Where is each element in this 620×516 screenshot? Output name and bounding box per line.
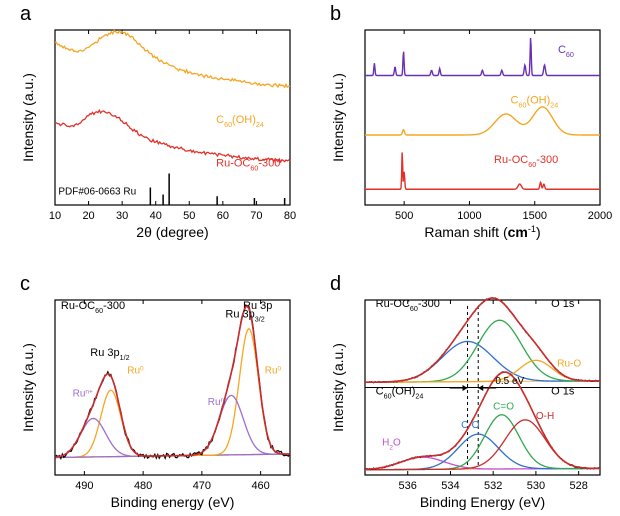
xps-d-top-C=O bbox=[365, 320, 600, 382]
svg-text:Intensity (a.u.): Intensity (a.u.) bbox=[330, 73, 346, 162]
svg-text:20: 20 bbox=[82, 210, 94, 222]
svg-text:0.5 eV: 0.5 eV bbox=[495, 376, 524, 387]
svg-text:460: 460 bbox=[251, 480, 269, 492]
svg-text:10: 10 bbox=[49, 210, 61, 222]
svg-text:60: 60 bbox=[217, 210, 229, 222]
raman-C60(OH)24 bbox=[365, 107, 600, 135]
xps-c-Run+_3p1/2 bbox=[55, 418, 290, 457]
xrd-C60(OH)24 bbox=[55, 31, 290, 88]
svg-text:Binding Energy (eV): Binding Energy (eV) bbox=[420, 494, 545, 510]
svg-text:536: 536 bbox=[399, 480, 417, 492]
svg-text:Run+: Run+ bbox=[73, 388, 93, 400]
svg-text:O 1s: O 1s bbox=[551, 298, 575, 310]
xps-c-Ru0_3p1/2 bbox=[55, 390, 290, 457]
svg-text:c: c bbox=[20, 273, 30, 295]
svg-text:C60: C60 bbox=[558, 44, 574, 59]
svg-text:Ru0: Ru0 bbox=[265, 365, 282, 377]
svg-text:PDF#06-0663 Ru: PDF#06-0663 Ru bbox=[58, 187, 136, 198]
svg-text:Ru-OC60-300: Ru-OC60-300 bbox=[61, 300, 125, 315]
svg-text:470: 470 bbox=[193, 480, 211, 492]
svg-text:Ru-OC60-300: Ru-OC60-300 bbox=[376, 298, 440, 313]
svg-text:Ru 3p1/2: Ru 3p1/2 bbox=[90, 347, 129, 362]
svg-text:C=O: C=O bbox=[493, 401, 514, 412]
svg-text:50: 50 bbox=[183, 210, 195, 222]
svg-text:2θ (degree): 2θ (degree) bbox=[136, 224, 208, 240]
svg-text:Ru-O: Ru-O bbox=[557, 359, 581, 370]
svg-text:Raman shift (cm-1): Raman shift (cm-1) bbox=[424, 224, 540, 240]
svg-text:528: 528 bbox=[569, 480, 587, 492]
svg-text:C60(OH)24: C60(OH)24 bbox=[511, 95, 559, 110]
svg-text:480: 480 bbox=[134, 480, 152, 492]
svg-text:2000: 2000 bbox=[588, 210, 612, 222]
figure: a 10 20 30 40 50 60 70 80 2θ (degree) Intensity (a… bbox=[0, 0, 620, 516]
svg-text:Intensity (a.u.): Intensity (a.u.) bbox=[330, 343, 346, 432]
svg-text:30: 30 bbox=[116, 210, 128, 222]
svg-text:a: a bbox=[20, 3, 32, 25]
svg-text:C60(OH)24: C60(OH)24 bbox=[216, 114, 264, 129]
svg-text:Intensity (a.u.): Intensity (a.u.) bbox=[20, 73, 36, 162]
svg-text:70: 70 bbox=[250, 210, 262, 222]
raman-Ru-OC60-300 bbox=[365, 152, 600, 189]
svg-text:1000: 1000 bbox=[457, 210, 481, 222]
svg-text:1500: 1500 bbox=[522, 210, 546, 222]
svg-text:b: b bbox=[330, 3, 341, 25]
svg-text:d: d bbox=[330, 273, 341, 295]
svg-text:O 1s: O 1s bbox=[551, 386, 575, 398]
svg-text:Run+: Run+ bbox=[208, 397, 228, 409]
svg-text:40: 40 bbox=[150, 210, 162, 222]
svg-text:Intensity (a.u.): Intensity (a.u.) bbox=[20, 343, 36, 432]
svg-text:Ru0: Ru0 bbox=[127, 365, 144, 377]
svg-text:490: 490 bbox=[75, 480, 93, 492]
svg-text:H2O: H2O bbox=[382, 437, 401, 451]
svg-text:O-H: O-H bbox=[536, 411, 554, 422]
svg-text:500: 500 bbox=[395, 210, 413, 222]
svg-text:534: 534 bbox=[441, 480, 459, 492]
svg-text:80: 80 bbox=[284, 210, 296, 222]
svg-text:530: 530 bbox=[527, 480, 545, 492]
svg-text:Ru-OC60-300: Ru-OC60-300 bbox=[494, 154, 558, 169]
svg-text:Binding energy (eV): Binding energy (eV) bbox=[111, 494, 235, 510]
xps-d-bottom-H2O bbox=[365, 457, 600, 469]
svg-text:532: 532 bbox=[484, 480, 502, 492]
svg-text:Ru-OC60-300: Ru-OC60-300 bbox=[216, 158, 280, 173]
